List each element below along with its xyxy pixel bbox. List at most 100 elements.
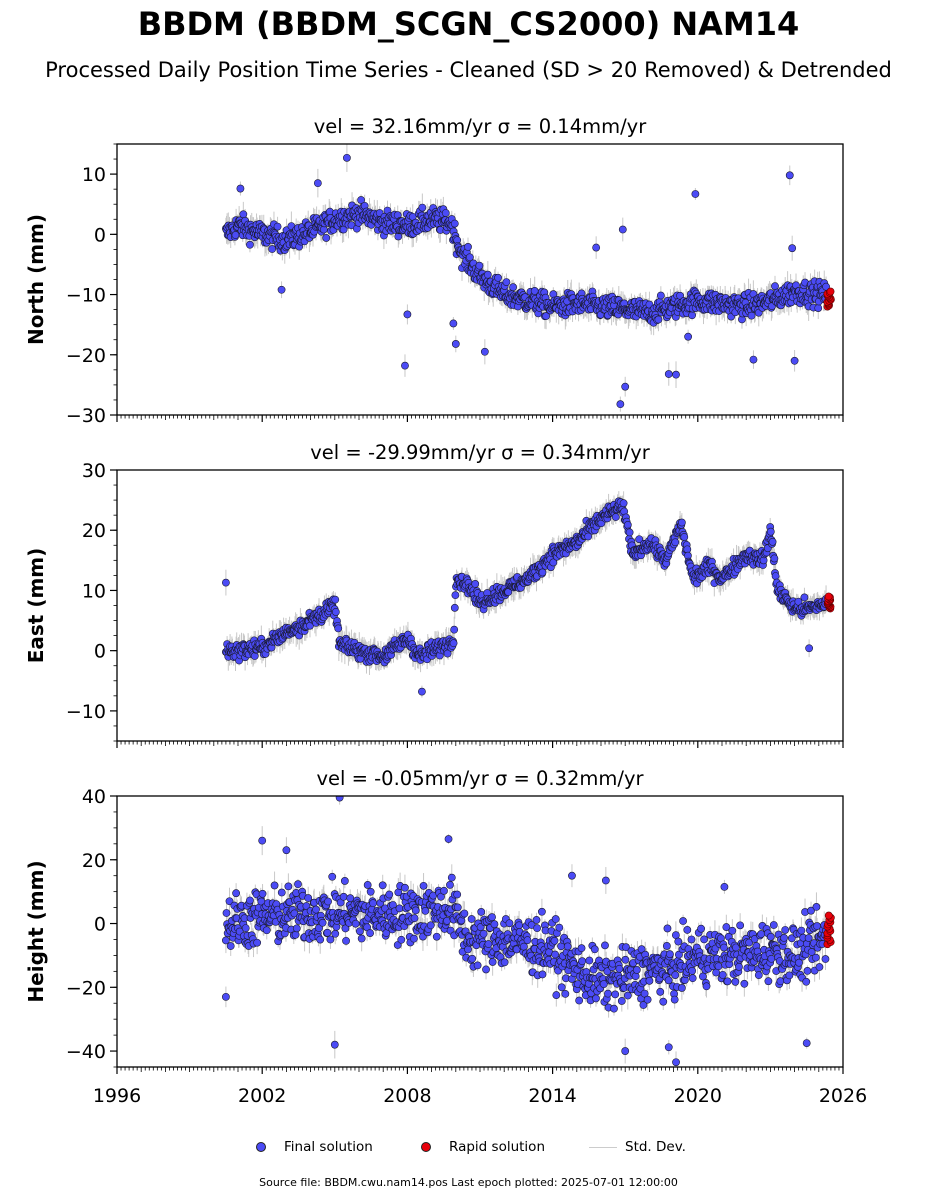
final-point: [790, 356, 799, 365]
final-point: [664, 370, 673, 378]
final-point: [691, 190, 700, 198]
final-point: [494, 273, 502, 282]
final-point: [621, 382, 630, 391]
final-point: [635, 535, 644, 544]
final-point: [684, 332, 693, 341]
final-point: [680, 533, 689, 541]
final-point: [542, 312, 551, 320]
final-point: [747, 311, 756, 320]
final-point: [277, 285, 286, 294]
final-point: [616, 400, 625, 409]
final-point: [768, 537, 777, 546]
final-point: [401, 361, 409, 370]
final-point: [403, 310, 412, 319]
y-tick-label: 0: [94, 641, 106, 663]
final-point: [464, 243, 472, 251]
final-point: [538, 568, 547, 577]
y-tick-label: −30: [66, 405, 106, 427]
final-point: [273, 222, 282, 231]
final-point: [465, 253, 474, 262]
final-point: [770, 554, 779, 563]
final-point: [450, 219, 459, 228]
final-solution-points: [221, 497, 830, 696]
final-point: [788, 244, 797, 253]
y-axis-label: North (mm): [24, 214, 48, 345]
final-point: [771, 572, 780, 580]
final-point: [549, 558, 558, 567]
final-point: [677, 518, 686, 527]
y-tick-label: 0: [94, 224, 106, 246]
final-point: [239, 210, 248, 219]
final-point: [471, 580, 480, 588]
final-point: [334, 624, 343, 633]
final-point: [418, 203, 427, 212]
final-point: [268, 245, 277, 253]
final-point: [676, 291, 684, 300]
y-tick-label: −10: [66, 701, 106, 723]
y-axis-label: East (mm): [24, 548, 48, 664]
y-tick-label: −10: [66, 285, 106, 307]
final-point: [611, 513, 620, 521]
final-point: [625, 528, 634, 537]
rapid-solution-points: [823, 592, 835, 613]
final-point: [450, 625, 459, 634]
page-title: BBDM (BBDM_SCGN_CS2000) NAM14: [137, 5, 800, 43]
y-tick-label: −20: [66, 345, 106, 367]
rapid-point: [826, 287, 835, 296]
final-point: [449, 319, 458, 328]
page-subtitle: Processed Daily Position Time Series - C…: [45, 58, 892, 82]
rapid-solution-points: [823, 287, 835, 311]
y-tick-label: 20: [82, 520, 106, 542]
stddev-bars: [225, 491, 827, 698]
final-point: [443, 649, 452, 658]
final-point: [449, 639, 458, 648]
final-point: [654, 315, 663, 324]
final-point: [509, 283, 517, 292]
final-point: [322, 234, 331, 242]
final-point: [357, 196, 365, 204]
final-point: [250, 652, 259, 660]
final-point: [451, 340, 460, 348]
final-point: [418, 687, 426, 696]
final-point: [672, 370, 680, 379]
y-tick-label: 30: [82, 460, 106, 482]
final-point: [749, 355, 758, 364]
final-point: [475, 261, 484, 270]
y-tick-label: 10: [82, 580, 106, 602]
east-panel: 30 20 10 0 −10 vel = -29.99mm/yr σ = 0.34mm/y…: [24, 441, 844, 748]
final-point: [800, 593, 809, 602]
final-point: [592, 243, 601, 252]
final-point: [584, 532, 593, 541]
final-point: [331, 595, 340, 604]
final-point: [231, 231, 240, 239]
final-point: [441, 209, 450, 217]
final-point: [656, 291, 665, 300]
final-point: [236, 184, 245, 193]
final-point: [221, 578, 230, 587]
final-point: [342, 153, 351, 162]
rapid-point: [824, 592, 833, 601]
final-point: [618, 225, 627, 234]
final-point: [619, 499, 628, 508]
final-point: [766, 527, 775, 536]
final-point: [671, 538, 680, 547]
final-point: [814, 304, 823, 312]
y-tick-label: 10: [82, 164, 106, 186]
final-point: [688, 311, 696, 320]
final-point: [313, 179, 322, 188]
final-point: [451, 591, 460, 600]
final-point: [246, 240, 254, 249]
final-point: [483, 270, 492, 279]
final-point: [502, 278, 511, 287]
final-point: [805, 644, 814, 653]
north-panel: 10 0 −10 −20 −30 vel = 32.16mm/yr σ = 0.14mm/…: [24, 115, 844, 427]
final-point: [785, 171, 794, 180]
final-point: [331, 608, 340, 616]
final-point: [623, 521, 632, 529]
panel-title: vel = -29.99mm/yr σ = 0.34mm/yr: [310, 441, 650, 464]
final-solution-points: [221, 153, 830, 409]
panel-title: vel = 32.16mm/yr σ = 0.14mm/yr: [314, 115, 647, 138]
final-point: [450, 603, 459, 612]
